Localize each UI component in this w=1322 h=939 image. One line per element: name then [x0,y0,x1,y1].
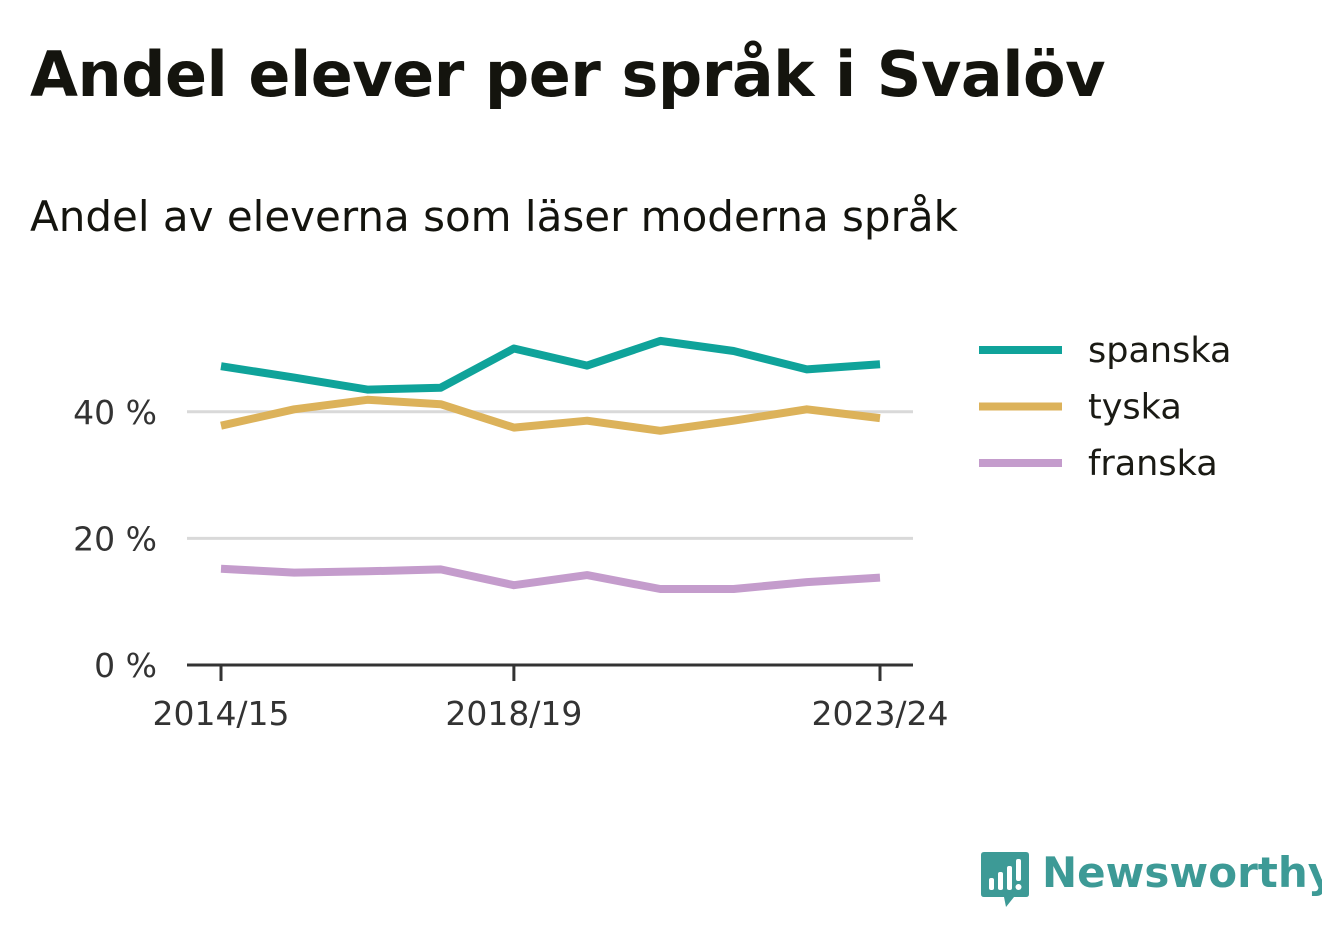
x-tick-label: 2023/24 [811,694,948,733]
series-line-spanska [220,336,881,394]
legend-label-franska: franska [1088,444,1218,484]
chart-subtitle: Andel av eleverna som läser moderna språ… [30,192,958,241]
series-layer [220,336,881,593]
y-tick-label: 40 % [73,393,157,432]
x-tick-label: 2014/15 [152,694,289,733]
y-tick-label: 20 % [73,519,157,558]
legend-label-tyska: tyska [1088,388,1182,428]
newsworthy-logo: Newsworthy [980,850,1322,910]
x-axis: 2014/15 2018/19 2023/24 [152,663,949,733]
grid-layer: 0 % 20 % 40 % [73,393,913,685]
legend-label-spanska: spanska [1088,331,1231,371]
newsworthy-logo-icon [981,852,1029,907]
brand-name: Newsworthy [1042,848,1322,897]
series-line-franska [220,564,881,593]
y-tick-label: 0 % [94,646,157,685]
series-line-tyska [220,395,881,435]
chart-title: Andel elever per språk i Svalöv [30,38,1105,111]
legend: spanska tyska franska [979,331,1231,484]
x-tick-label: 2018/19 [445,694,582,733]
